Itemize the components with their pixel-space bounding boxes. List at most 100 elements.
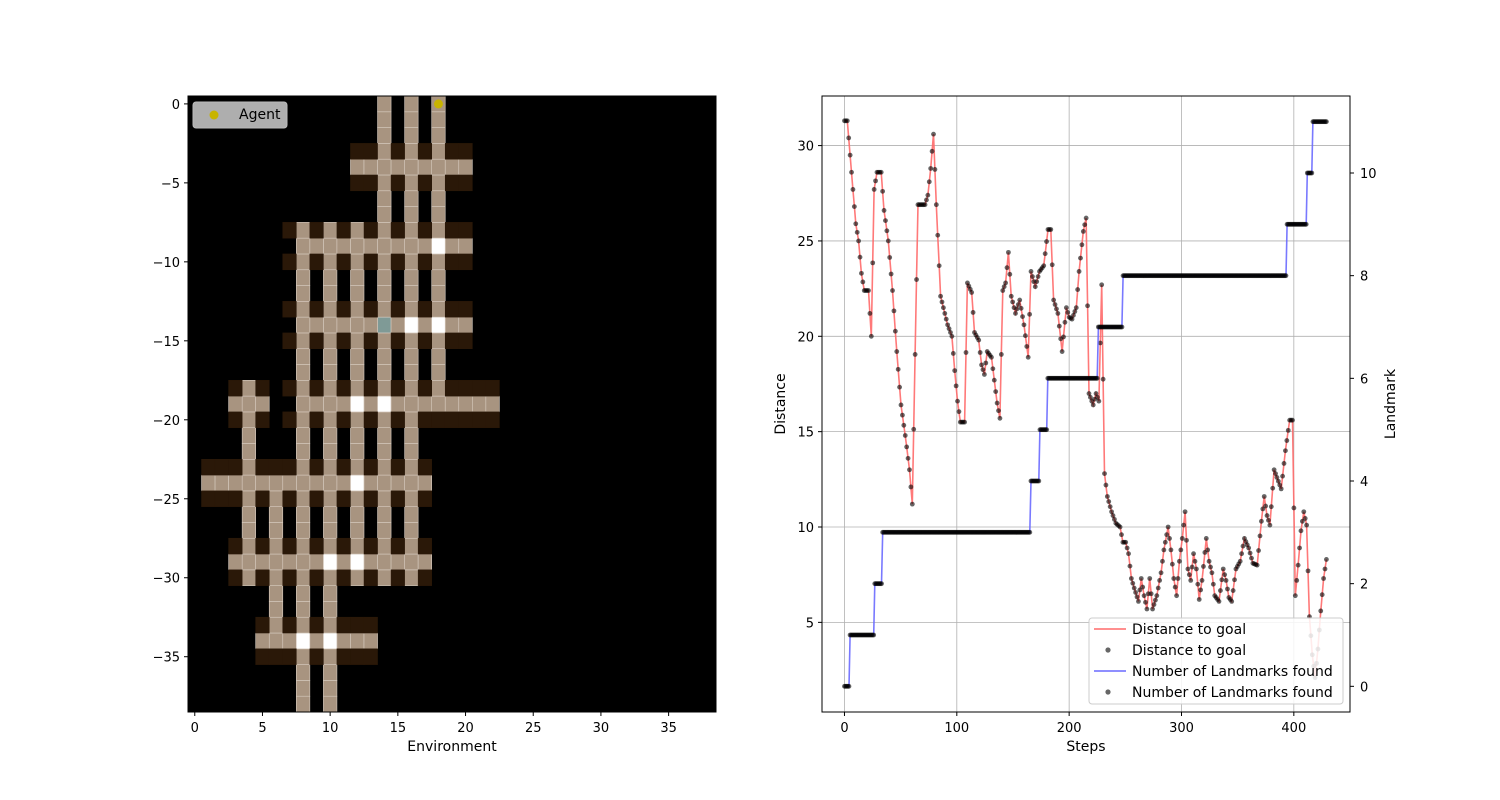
- grid-cell-road: [404, 253, 419, 271]
- grid-cell-corner: [363, 301, 378, 318]
- distance-point: [1076, 269, 1082, 274]
- distance-point: [1100, 376, 1106, 382]
- grid-cell-road: [323, 395, 338, 413]
- distance-point: [849, 169, 854, 175]
- distance-point: [1032, 284, 1038, 290]
- grid-cell-road: [350, 316, 365, 334]
- distance-point: [1230, 588, 1236, 593]
- grid-cell-road: [377, 190, 392, 207]
- distance-point: [911, 426, 917, 432]
- distance-point: [1219, 577, 1225, 583]
- environment-y-ticks: 0 −5 −10 −15 −20 −25 −30 −35: [153, 98, 188, 666]
- grid-cell-landmark: [296, 632, 311, 650]
- distance-point: [983, 360, 989, 366]
- distance-point: [1171, 576, 1177, 581]
- grid-cell-corner: [309, 569, 324, 586]
- grid-cell-road: [350, 380, 365, 397]
- distance-point: [1154, 593, 1160, 599]
- distance-point: [890, 288, 895, 293]
- distance-point: [1042, 251, 1048, 257]
- agent-legend-marker: [209, 110, 219, 120]
- grid-cell-corner: [444, 301, 460, 318]
- distance-point: [1001, 284, 1007, 290]
- distance-point: [1054, 306, 1059, 312]
- x-tick-label: 100: [944, 721, 969, 736]
- grid-cell-corner: [363, 616, 378, 634]
- grid-cell-road: [323, 411, 338, 428]
- distance-point: [1298, 528, 1304, 534]
- grid-cell-road: [323, 301, 338, 318]
- grid-cell-road: [390, 316, 405, 334]
- y-tick-label: 10: [797, 521, 814, 536]
- grid-cell-road: [255, 553, 270, 571]
- distance-point: [969, 290, 975, 295]
- grid-cell-road: [296, 490, 311, 507]
- distance-point: [1275, 478, 1281, 484]
- distance-point: [1284, 438, 1290, 443]
- distance-point: [1073, 305, 1079, 311]
- distance-point: [883, 218, 888, 223]
- grid-cell-road: [296, 411, 311, 428]
- distance-point: [873, 178, 878, 184]
- grid-cell-road: [404, 458, 419, 476]
- grid-cell-corner: [350, 648, 365, 665]
- distance-point: [1103, 482, 1109, 488]
- grid-cell-road: [350, 490, 365, 507]
- distance-point: [1232, 577, 1237, 583]
- grid-cell-corner: [431, 411, 446, 428]
- grid-cell-corner: [390, 332, 405, 350]
- grid-cell-road: [350, 569, 365, 586]
- grid-cell-road: [377, 206, 392, 223]
- grid-cell-road: [296, 537, 311, 555]
- grid-cell-road: [350, 158, 365, 176]
- grid-cell-road: [404, 490, 419, 507]
- distance-point: [979, 362, 984, 368]
- distance-point: [1147, 576, 1153, 581]
- grid-cell-road: [377, 522, 392, 539]
- grid-cell-corner: [417, 174, 432, 192]
- grid-cell-road: [336, 553, 351, 571]
- distance-point: [1006, 249, 1011, 255]
- grid-cell-road: [404, 127, 419, 144]
- grid-cell-corner: [458, 380, 473, 397]
- distance-y-ticks: 5 10 15 20 25 30: [797, 140, 822, 631]
- grid-cell-road: [241, 569, 256, 586]
- grid-cell-road: [431, 206, 446, 223]
- grid-cell-corner: [485, 380, 500, 397]
- grid-cell-road: [390, 474, 405, 492]
- grid-cell-road: [377, 95, 392, 113]
- grid-cell-road: [458, 158, 473, 176]
- grid-cell-road: [404, 474, 419, 492]
- distance-point: [1179, 536, 1185, 541]
- grid-cell-road: [228, 395, 243, 413]
- distance-point: [1063, 305, 1069, 311]
- distance-point: [962, 419, 967, 425]
- distance-point: [976, 337, 982, 343]
- grid-cell-road: [431, 380, 446, 397]
- grid-cell-road: [350, 222, 365, 239]
- grid-cell-road: [309, 395, 324, 413]
- distance-point: [1136, 598, 1141, 604]
- distance-point: [1086, 391, 1092, 396]
- distance-point: [997, 415, 1003, 421]
- distance-point: [1048, 227, 1054, 232]
- grid-cell-road: [241, 443, 256, 460]
- distance-point: [1268, 504, 1274, 510]
- x-tick-label: 35: [660, 721, 677, 736]
- grid-cell-road: [241, 522, 256, 539]
- grid-cell-corner: [336, 222, 351, 239]
- grid-cell-corner: [363, 569, 378, 586]
- distance-point: [1189, 564, 1195, 570]
- grid-cell-corner: [336, 411, 351, 428]
- grid-cell-road: [268, 506, 284, 523]
- distance-point: [1193, 566, 1199, 572]
- grid-cell-landmark: [323, 632, 338, 650]
- agent-legend: Agent: [192, 101, 288, 129]
- distance-point: [1104, 494, 1110, 499]
- grid-cell-road: [241, 395, 256, 413]
- grid-cell-road: [323, 380, 338, 397]
- grid-cell-road: [417, 237, 432, 255]
- grid-cell-road: [241, 537, 256, 555]
- grid-cell-road: [404, 269, 419, 286]
